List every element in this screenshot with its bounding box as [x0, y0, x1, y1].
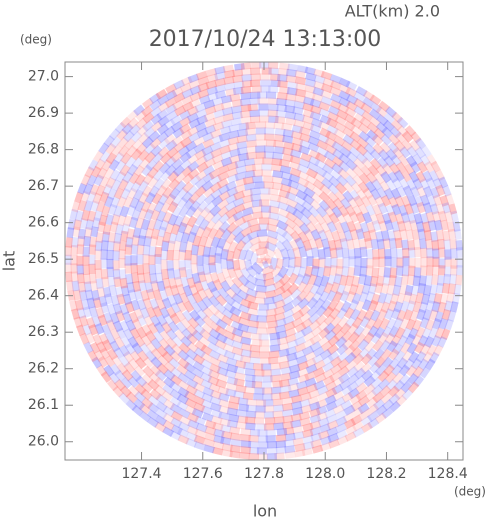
x-tick-label: 127.6 [183, 466, 223, 482]
x-tick-label: 128.2 [366, 466, 406, 482]
y-unit: (deg) [20, 33, 52, 47]
y-tick-label: 26.4 [28, 288, 59, 304]
x-axis-label: lon [253, 502, 277, 521]
y-tick-label: 26.9 [28, 105, 59, 121]
altitude-label: ALT(km) 2.0 [345, 2, 440, 21]
x-unit: (deg) [454, 485, 486, 499]
y-tick-label: 26.1 [28, 397, 59, 413]
y-axis-label: lat [0, 251, 19, 272]
y-tick-label: 26.2 [28, 361, 59, 377]
chart-title: 2017/10/24 13:13:00 [149, 27, 382, 52]
y-tick-label: 26.7 [28, 178, 59, 194]
y-tick-label: 26.0 [28, 434, 59, 450]
y-tick-label: 26.8 [28, 142, 59, 158]
y-tick-label: 26.6 [28, 215, 59, 231]
radar-texture [65, 62, 463, 460]
x-tick-label: 127.4 [121, 466, 161, 482]
x-tick-label: 128.0 [305, 466, 345, 482]
y-tick-label: 27.0 [28, 69, 59, 85]
y-tick-label: 26.5 [28, 251, 59, 267]
x-tick-label: 127.8 [244, 466, 284, 482]
x-tick-label: 128.4 [428, 466, 468, 482]
y-tick-label: 26.3 [28, 324, 59, 340]
